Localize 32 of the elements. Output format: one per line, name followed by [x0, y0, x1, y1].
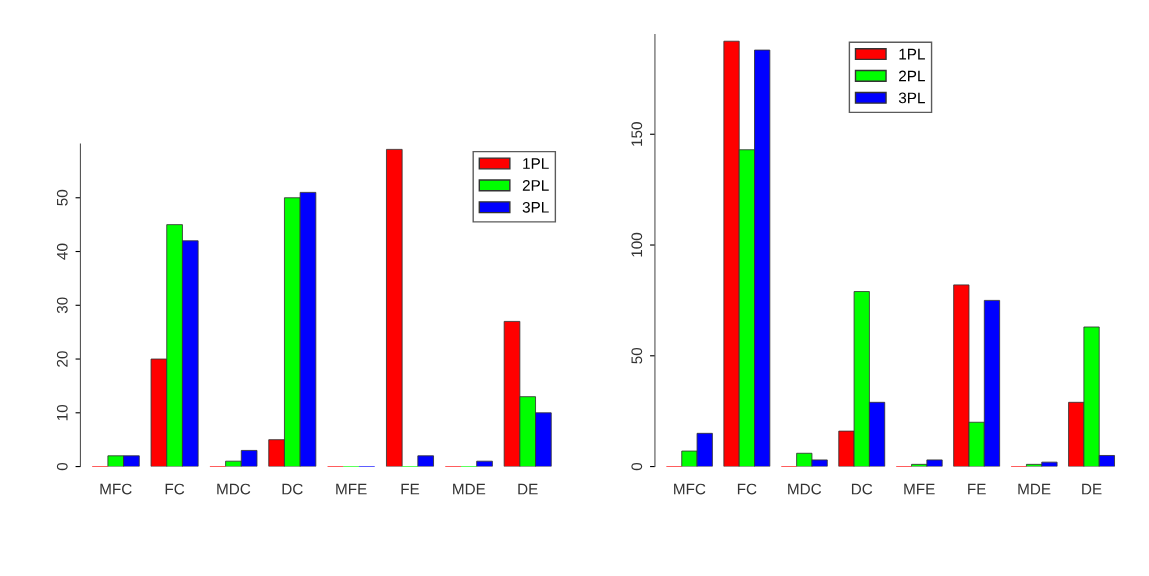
legend-label: 3PL — [898, 92, 925, 104]
x-tick-label: FC — [165, 483, 185, 495]
y-tick-label: 50 — [631, 347, 643, 364]
legend-label: 1PL — [899, 48, 925, 60]
x-tick-label: DC — [851, 483, 873, 495]
x-tick-label: MDE — [1018, 483, 1051, 495]
legend-label: 1PL — [523, 158, 549, 169]
y-tick-label: 40 — [56, 243, 68, 260]
legend-label: 2PL — [899, 70, 925, 82]
y-tick-label: 50 — [56, 189, 68, 206]
x-tick-label: FE — [401, 483, 420, 495]
x-tick-label: MDC — [217, 483, 251, 495]
x-tick-label: MFC — [100, 483, 132, 495]
x-tick-label: FC — [737, 483, 757, 495]
legend-label: 3PL — [522, 201, 549, 213]
y-tick-label: 10 — [56, 404, 68, 421]
y-tick-label: 150 — [631, 122, 643, 146]
x-tick-label: DE — [1082, 483, 1102, 495]
y-tick-label: 100 — [631, 232, 643, 257]
x-tick-label: MFE — [904, 483, 935, 495]
x-tick-label: DE — [518, 483, 538, 495]
x-tick-label: MDE — [453, 483, 486, 495]
x-tick-label: MFE — [336, 483, 367, 495]
x-tick-label: MFC — [674, 483, 706, 495]
x-tick-label: DC — [282, 483, 303, 495]
y-tick-label: 20 — [56, 351, 68, 367]
x-tick-label: MDC — [788, 483, 822, 495]
y-tick-label: 0 — [631, 462, 643, 471]
y-tick-label: 0 — [56, 462, 68, 471]
y-tick-label: 30 — [56, 297, 68, 314]
legend-label: 2PL — [522, 180, 549, 191]
x-tick-label: FE — [968, 483, 986, 495]
